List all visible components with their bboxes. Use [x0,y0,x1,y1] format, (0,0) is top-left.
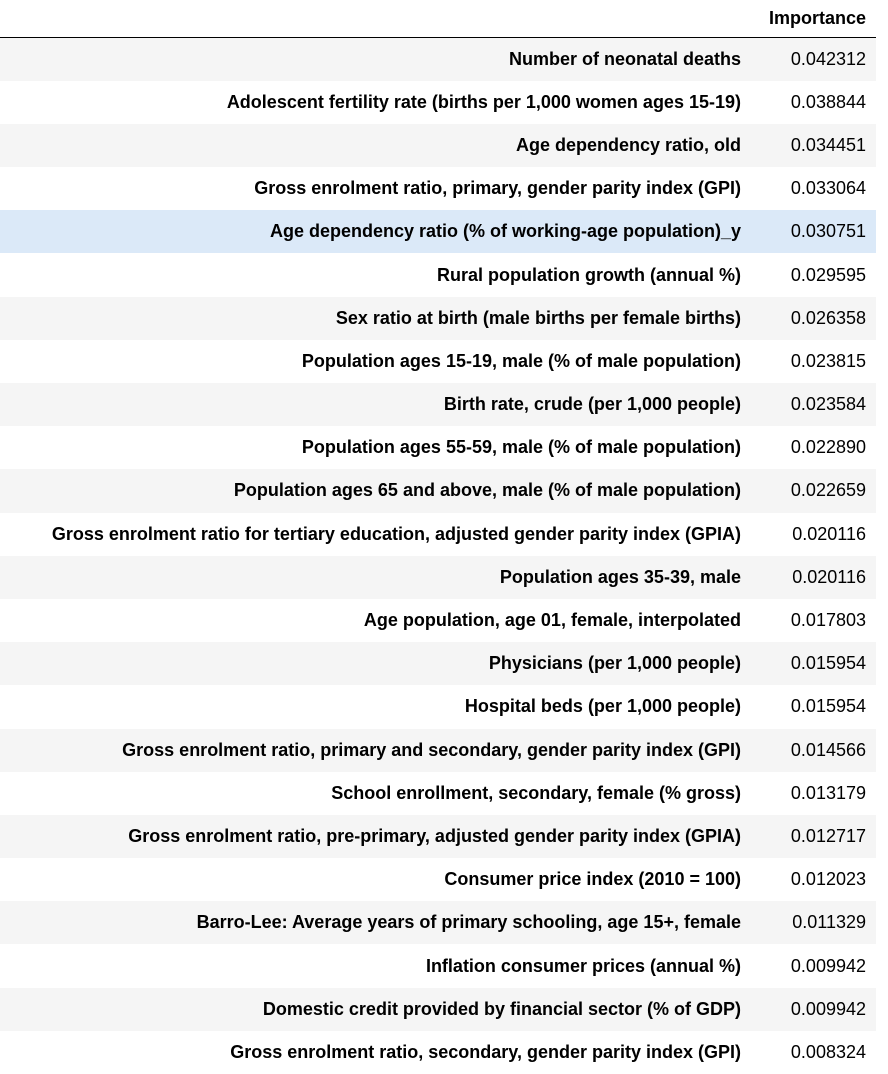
feature-name: Gross enrolment ratio, pre-primary, adju… [128,825,741,846]
table-row[interactable]: Population ages 35-39, male 0.020116 [0,555,876,599]
feature-name: Population ages 65 and above, male (% of… [233,480,741,501]
table-row[interactable]: Gross enrolment ratio for tertiary educa… [0,512,876,556]
table-row[interactable]: Age dependency ratio (% of working-age p… [0,210,876,254]
table-row[interactable]: Gross enrolment ratio, primary, gender p… [0,167,876,211]
table-row[interactable]: Physicians (per 1,000 people) 0.015954 [0,642,876,686]
table-row[interactable]: Rural population growth (annual %) 0.0295… [0,253,876,297]
table-row[interactable]: Population ages 15-19, male (% of male p… [0,339,876,383]
feature-name: Adolescent fertility rate (births per 1,… [226,91,741,112]
feature-name: Gross enrolment ratio, secondary, gender… [230,1041,741,1062]
table-row[interactable]: Barro-Lee: Average years of primary scho… [0,901,876,945]
table-row[interactable]: Gross enrolment ratio, pre-primary, adju… [0,814,876,859]
feature-name: Gross enrolment ratio, primary, gender p… [254,178,741,199]
feature-name: Gross enrolment ratio, primary and secon… [122,739,741,760]
importance-value: 0.030751 [790,221,866,242]
importance-value: 0.008324 [790,1041,866,1062]
feature-name: Gross enrolment ratio for tertiary educa… [51,523,741,544]
feature-name: Age population, age 01, female, interpol… [363,610,741,631]
table-row[interactable]: Gross enrolment ratio, primary and secon… [0,728,876,772]
importance-value: 0.017803 [790,610,866,631]
feature-name: Domestic credit provided by financial se… [262,998,741,1019]
table-body: Number of neonatal deaths 0.042312 Adolesc… [0,37,876,1074]
importance-value: 0.015954 [790,696,866,717]
importance-value: 0.015954 [790,653,866,674]
table-row[interactable]: Hospital beds (per 1,000 people) 0.015954 [0,685,876,729]
index-header [0,0,752,38]
feature-name: Age dependency ratio (% of working-age p… [269,221,741,242]
feature-name: Birth rate, crude (per 1,000 people) [443,394,741,415]
importance-value: 0.009942 [790,955,866,976]
table-row[interactable]: Domestic credit provided by financial se… [0,987,876,1031]
importance-value: 0.013179 [790,782,866,803]
table-row[interactable]: Population ages 65 and above, male (% of… [0,469,876,513]
feature-name: Inflation consumer prices (annual %) [425,955,741,976]
feature-name: Physicians (per 1,000 people) [488,653,741,674]
feature-name: School enrollment, secondary, female (% … [331,782,741,803]
importance-value: 0.020116 [792,523,866,544]
importance-header: Importance [752,0,876,38]
feature-name: Consumer price index (2010 = 100) [444,869,741,890]
importance-value: 0.020116 [792,566,866,587]
importance-value: 0.012717 [790,825,866,846]
header-row: Importance [0,0,876,38]
feature-name: Population ages 35-39, male [499,566,741,587]
importance-value: 0.011329 [792,912,866,933]
feature-name: Age dependency ratio, old [515,134,741,155]
table-row[interactable]: Adolescent fertility rate (births per 1,… [0,80,876,124]
importance-value: 0.012023 [790,869,866,890]
feature-name: Rural population growth (annual %) [437,264,741,285]
table-row[interactable]: Number of neonatal deaths 0.042312 [0,37,876,81]
table-row[interactable]: School enrollment, secondary, female (% … [0,771,876,815]
importance-value: 0.023815 [790,350,866,371]
importance-value: 0.038844 [790,91,866,112]
feature-name: Population ages 15-19, male (% of male p… [301,350,741,371]
table-row[interactable]: Age population, age 01, female, interpol… [0,598,876,643]
table-header: Importance [0,0,876,38]
feature-name: Number of neonatal deaths [508,48,741,69]
table-row[interactable]: Consumer price index (2010 = 100) 0.01202… [0,858,876,902]
feature-name: Population ages 55-59, male (% of male p… [301,437,741,458]
table-row[interactable]: Age dependency ratio, old 0.034451 [0,123,876,168]
feature-name: Barro-Lee: Average years of primary scho… [196,912,741,933]
importance-value: 0.029595 [790,264,866,285]
feature-name: Hospital beds (per 1,000 people) [464,696,741,717]
table-row[interactable]: Inflation consumer prices (annual %) 0.00… [0,944,876,988]
feature-name: Sex ratio at birth (male births per fema… [335,307,741,328]
importance-value: 0.009942 [790,998,866,1019]
importance-value: 0.023584 [790,394,866,415]
importance-value: 0.033064 [790,178,866,199]
importance-value: 0.022890 [790,437,866,458]
table-row[interactable]: Birth rate, crude (per 1,000 people) 0.02… [0,383,876,427]
importance-value: 0.022659 [790,480,866,501]
importance-value: 0.042312 [790,48,866,69]
importance-value: 0.026358 [790,307,866,328]
importance-value: 0.034451 [790,134,866,155]
table-row[interactable]: Gross enrolment ratio, secondary, gender… [0,1030,876,1074]
table-row[interactable]: Sex ratio at birth (male births per fema… [0,296,876,340]
importance-value: 0.014566 [790,739,866,760]
table-row[interactable]: Population ages 55-59, male (% of male p… [0,426,876,470]
